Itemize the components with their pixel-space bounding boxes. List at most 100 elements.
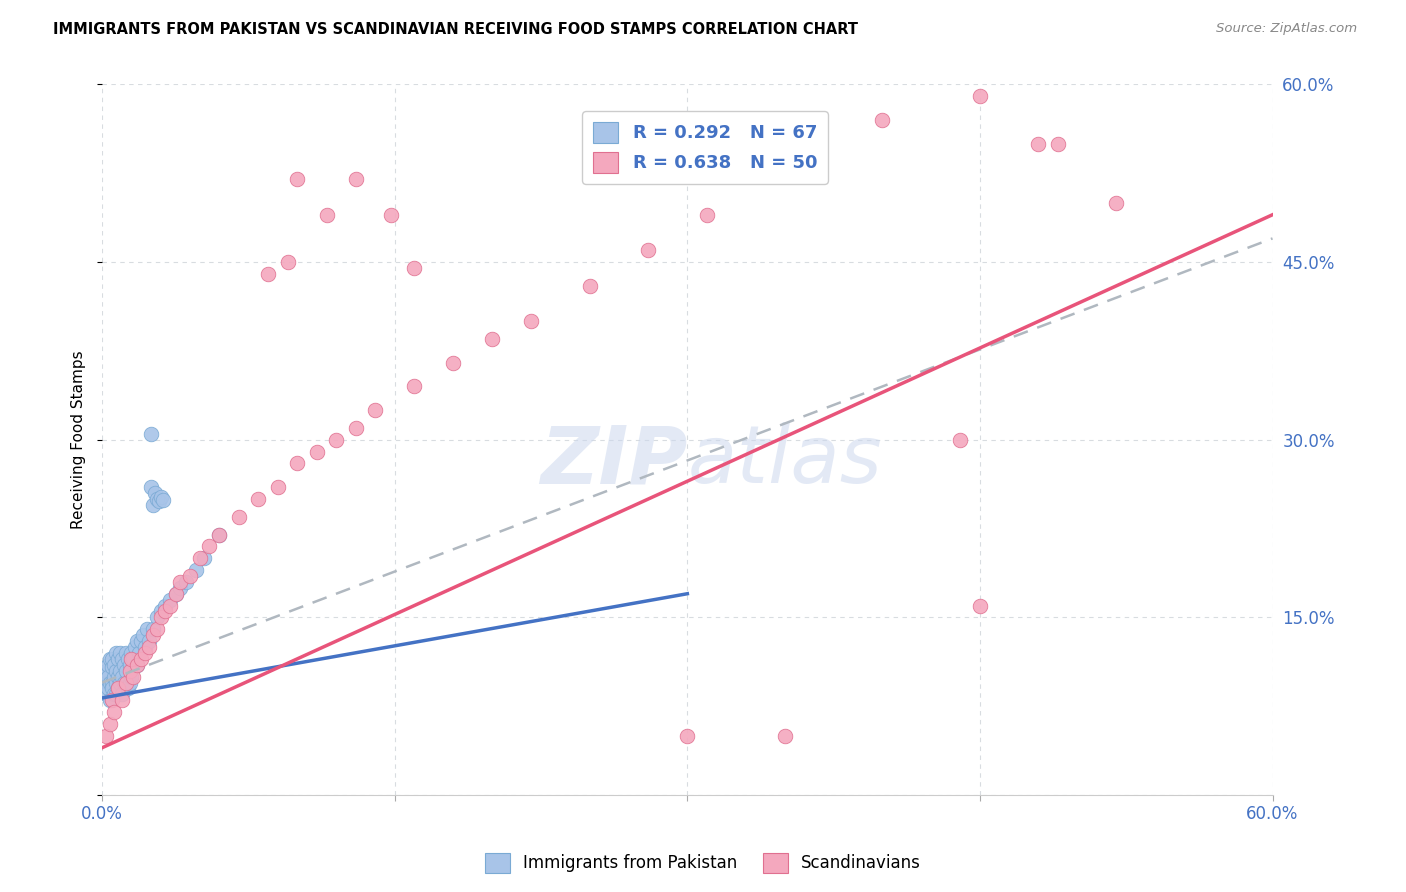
- Point: [111, 687, 134, 701]
- Point: [107, 681, 129, 696]
- Point: [139, 426, 162, 441]
- Point: [98, 717, 121, 731]
- Point: [136, 622, 159, 636]
- Point: [128, 646, 150, 660]
- Point: [118, 675, 141, 690]
- Point: [696, 208, 718, 222]
- Point: [143, 486, 166, 500]
- Point: [103, 705, 125, 719]
- Point: [114, 664, 136, 678]
- Point: [108, 675, 131, 690]
- Point: [117, 681, 139, 696]
- Point: [174, 574, 197, 589]
- Point: [149, 610, 172, 624]
- Point: [305, 444, 328, 458]
- Point: [380, 208, 402, 222]
- Point: [315, 208, 337, 222]
- Point: [159, 592, 181, 607]
- Point: [285, 457, 308, 471]
- Point: [148, 494, 170, 508]
- Point: [108, 664, 131, 678]
- Point: [153, 605, 176, 619]
- Point: [112, 657, 135, 672]
- Point: [247, 491, 270, 506]
- Point: [149, 605, 172, 619]
- Point: [579, 278, 602, 293]
- Point: [104, 646, 127, 660]
- Point: [93, 675, 115, 690]
- Point: [165, 587, 187, 601]
- Point: [773, 729, 796, 743]
- Point: [138, 634, 160, 648]
- Point: [104, 675, 127, 690]
- Point: [159, 599, 181, 613]
- Legend: R = 0.292   N = 67, R = 0.638   N = 50: R = 0.292 N = 67, R = 0.638 N = 50: [582, 112, 828, 184]
- Point: [142, 622, 165, 636]
- Point: [127, 657, 149, 672]
- Point: [179, 569, 201, 583]
- Point: [142, 498, 165, 512]
- Point: [101, 660, 124, 674]
- Point: [773, 161, 796, 175]
- Point: [138, 640, 160, 654]
- Point: [111, 670, 134, 684]
- Point: [969, 599, 991, 613]
- Point: [101, 681, 124, 696]
- Point: [103, 657, 125, 672]
- Point: [184, 563, 207, 577]
- Point: [146, 610, 169, 624]
- Y-axis label: Receiving Food Stamps: Receiving Food Stamps: [72, 351, 86, 529]
- Point: [193, 551, 215, 566]
- Point: [101, 652, 124, 666]
- Point: [872, 112, 894, 127]
- Text: IMMIGRANTS FROM PAKISTAN VS SCANDINAVIAN RECEIVING FOOD STAMPS CORRELATION CHART: IMMIGRANTS FROM PAKISTAN VS SCANDINAVIAN…: [53, 22, 859, 37]
- Point: [153, 599, 176, 613]
- Point: [404, 260, 426, 275]
- Point: [276, 255, 298, 269]
- Point: [108, 646, 131, 660]
- Point: [111, 652, 134, 666]
- Point: [118, 664, 141, 678]
- Point: [101, 675, 124, 690]
- Point: [104, 687, 127, 701]
- Point: [208, 527, 231, 541]
- Point: [1028, 136, 1050, 151]
- Point: [637, 244, 659, 258]
- Point: [107, 670, 129, 684]
- Point: [325, 433, 347, 447]
- Point: [146, 622, 169, 636]
- Point: [98, 693, 121, 707]
- Point: [142, 628, 165, 642]
- Point: [267, 480, 290, 494]
- Point: [149, 490, 172, 504]
- Point: [114, 646, 136, 660]
- Point: [117, 652, 139, 666]
- Point: [114, 675, 136, 690]
- Point: [404, 379, 426, 393]
- Point: [969, 89, 991, 103]
- Point: [257, 267, 280, 281]
- Point: [122, 670, 145, 684]
- Point: [94, 687, 117, 701]
- Point: [103, 687, 125, 701]
- Point: [169, 581, 191, 595]
- Point: [285, 172, 308, 186]
- Point: [111, 693, 134, 707]
- Point: [124, 640, 146, 654]
- Point: [129, 652, 152, 666]
- Text: ZIP: ZIP: [540, 422, 688, 500]
- Point: [101, 693, 124, 707]
- Point: [97, 670, 120, 684]
- Point: [208, 527, 231, 541]
- Point: [122, 652, 145, 666]
- Point: [127, 634, 149, 648]
- Point: [188, 551, 211, 566]
- Point: [441, 356, 464, 370]
- Point: [98, 652, 121, 666]
- Point: [98, 675, 121, 690]
- Point: [118, 657, 141, 672]
- Point: [104, 664, 127, 678]
- Point: [228, 509, 250, 524]
- Point: [107, 681, 129, 696]
- Point: [121, 652, 143, 666]
